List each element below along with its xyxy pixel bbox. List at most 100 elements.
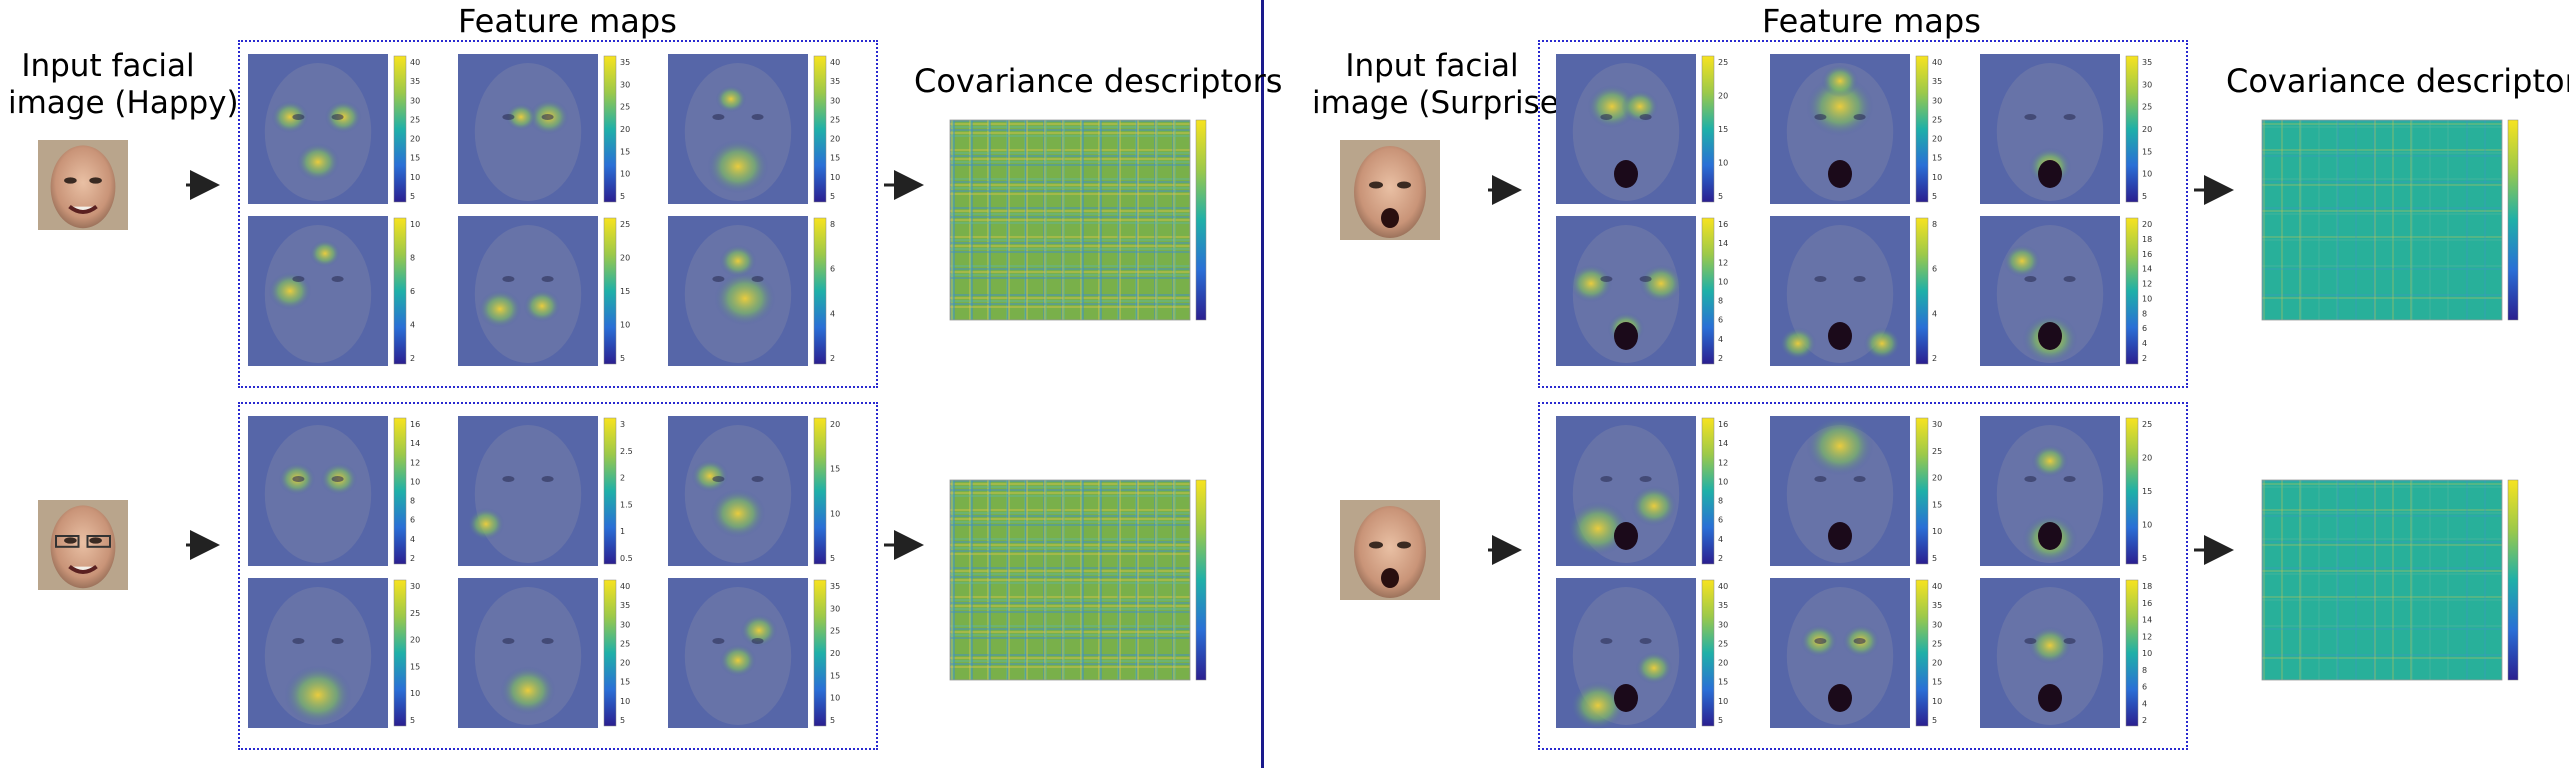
feature-map: 40 35 30 25 20 15 10 5 [248,54,420,204]
covariance-stripe-h [2262,149,2502,151]
covariance-stripe-v [2466,120,2468,320]
colorbar-tick-label: 30 [410,582,420,591]
feature-map-activation [523,289,561,323]
covariance-stripe-h [2262,297,2502,299]
covariance-stripe-h [2262,541,2502,543]
colorbar-tick-label: 14 [1718,439,1728,448]
covariance-stripe-v [1136,120,1138,320]
covariance-stripe-h [950,634,1190,636]
colorbar-tick-label: 12 [410,458,420,467]
covariance-stripe-v [1100,120,1102,320]
feature-map-activation [1569,264,1613,303]
covariance-stripe-h [950,579,1190,581]
covariance-stripe-h [950,187,1190,189]
covariance-stripe-v [1007,480,1009,680]
covariance-stripe-v [2447,120,2449,320]
feature-map-colorbar [603,55,617,203]
face-eye-right [89,177,102,184]
colorbar-tick-label: 15 [1932,678,1942,687]
feature-map-activation [1635,651,1673,685]
feature-map-eye-right [1639,638,1652,644]
covariance-stripe-h [2262,596,2502,598]
feature-map-activation [691,459,729,493]
covariance-stripe-h [950,216,1190,218]
colorbar-tick-label: 0.5 [620,554,633,563]
covariance-stripe-v [952,480,954,680]
feature-map: 40 35 30 25 20 15 10 5 [1770,578,1942,728]
colorbar-tick-label: 2 [2142,354,2147,363]
feature-map-face-shadow [1786,225,1894,363]
feature-map: 30 25 20 15 10 5 [1770,416,1942,566]
colorbar-tick-label: 16 [410,420,420,429]
covariance-stripe-h [950,219,1190,221]
covariance-stripe-h [2262,184,2502,186]
colorbar-tick-label: 10 [1718,159,1728,168]
feature-map-eye-right [541,638,554,644]
feature-maps-group-surprise-2 [1538,402,2188,750]
covariance-stripe-h [2262,509,2502,511]
colorbar-tick-label: 15 [1932,500,1942,509]
colorbar-tick-label: 2.5 [620,447,633,456]
feature-maps-group-surprise-1 [1538,40,2188,388]
covariance-stripe-v [989,120,991,320]
covariance-stripe-v [1043,480,1045,680]
covariance-stripe-h [950,567,1190,569]
covariance-stripe-v [2374,480,2376,680]
feature-map-activation [268,272,312,310]
covariance-stripe-h [950,660,1190,662]
colorbar-tick-label: 5 [620,354,625,363]
covariance-stripe-v [1062,480,1064,680]
covariance-stripe-v [2337,120,2339,320]
covariance-frame [949,119,1191,321]
covariance-stripe-h [950,495,1190,497]
colorbar-tick-label: 5 [620,716,625,725]
feature-map-eye-left [1814,638,1827,644]
covariance-stripe-h [950,120,1190,122]
covariance-stripe-v [1117,480,1119,680]
covariance-stripe-v [1081,120,1083,320]
covariance-stripe-h [2262,625,2502,627]
colorbar-tick-label: 35 [1932,601,1942,610]
colorbar-tick-label: 25 [410,609,420,618]
feature-map-colorbar [2125,55,2139,203]
feature-map-eye-left [712,476,725,482]
colorbar-tick-label: 15 [2142,147,2152,156]
covariance-stripe-v [1025,480,1027,680]
covariance-stripe-h [950,248,1190,250]
covariance-stripe-v [1045,480,1047,680]
covariance-stripe-h [2262,181,2502,183]
covariance-stripe-h [2262,265,2502,267]
covariance-stripe-v [951,480,953,680]
colorbar-tick-label: 5 [1718,192,1723,201]
covariance-stripe-h [950,294,1190,296]
feature-map-mouth [1614,684,1638,712]
colorbar-tick-label: 18 [2142,582,2152,591]
colorbar-tick-label: 40 [1932,582,1942,591]
feature-map-activation [1587,84,1637,129]
covariance-stripe-h [950,161,1190,163]
covariance-stripe-h [2262,207,2502,209]
covariance-stripe-v [1043,120,1045,320]
colorbar-tick-label: 4 [2142,339,2147,348]
feature-map: 16 14 12 10 8 6 4 2 [1556,216,1728,366]
covariance-stripe-v [1174,120,1176,320]
covariance-stripe-h [2262,657,2502,659]
covariance-stripe-v [1135,480,1137,680]
feature-map-mouth [1828,160,1852,188]
feature-map: 8 6 4 2 [668,216,835,366]
feature-map-eye-right [1853,638,1866,644]
feature-map-activation [1821,64,1859,98]
colorbar-tick-label: 25 [1718,58,1728,67]
covariance-stripe-v [950,120,952,320]
feature-map-eye-left [712,114,725,120]
covariance-stripe-h [2262,178,2502,180]
colorbar-tick-label: 30 [1718,620,1728,629]
feature-map-activation [1639,264,1683,303]
colorbar-tick-label: 1 [620,527,625,536]
feature-maps-group-happy-1 [238,40,878,388]
covariance-stripe-h [950,570,1190,572]
face-mouth-smile [68,564,98,574]
covariance-stripe-h [950,599,1190,601]
covariance-stripe-h [950,657,1190,659]
feature-map-colorbar [813,55,827,203]
